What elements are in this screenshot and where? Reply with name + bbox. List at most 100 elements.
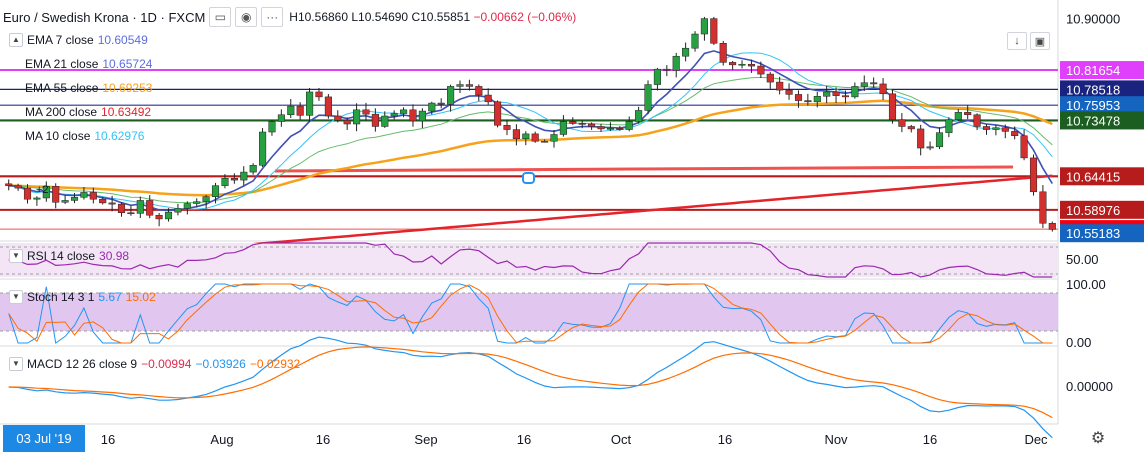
candle [851,86,859,98]
hide-icon[interactable]: ▭ [209,7,232,27]
candle [287,105,295,116]
candle [625,121,633,130]
candle [230,177,238,181]
candle [503,124,511,130]
more-icon[interactable]: ··· [261,7,284,27]
symbol-title[interactable]: Euro / Swedish Krona · 1D · FXCM [3,9,206,25]
candle [973,114,981,127]
candle [644,84,652,111]
rsi-band [0,243,1058,277]
candle [700,18,708,35]
candle [766,73,774,83]
ohlc-values: H10.56860 L10.54690 C10.55851 −0.00662 (… [289,10,576,24]
candles [5,16,1056,232]
fullscreen-icon[interactable]: ▣ [1030,32,1050,50]
candle [5,183,13,186]
candle [747,63,756,67]
candle [456,84,464,87]
time-axis-label: Oct [611,432,632,447]
candle [89,192,97,200]
annotation-label: +2 [36,184,49,196]
macd-legend[interactable]: ▼ MACD 12 26 close 9 −0.00994 −0.03926 −… [9,356,300,372]
rsi-legend[interactable]: ▼ RSI 14 close 30.98 [9,248,129,264]
indicator-legend[interactable]: EMA 55 close 10.69253 [9,80,152,96]
candle [296,105,304,116]
price-axis-badge [1060,167,1144,186]
candle [315,91,323,98]
candle [99,198,107,204]
candle [80,192,88,198]
candle [832,91,840,96]
candle [616,128,624,130]
price-axis-label: 10.58976 [1066,203,1120,218]
stoch-axis-label: 0.00 [1066,335,1091,350]
ema7-line [8,50,1053,212]
candle [653,68,661,85]
candle [494,101,502,126]
macd-line [8,336,1053,439]
candle [183,203,191,209]
stoch-band [0,293,1058,331]
candle [484,94,492,103]
stoch-k-line [8,283,1053,344]
candle [691,33,699,49]
indicator-legend[interactable]: ▲ EMA 7 close 10.60549 [9,32,148,48]
ema21-line [8,76,1053,204]
candle [108,202,116,205]
gear-icon[interactable]: ⚙ [1090,430,1106,447]
time-axis-label: Aug [210,432,233,447]
candle [512,129,520,140]
indicator-legend[interactable]: MA 200 close 10.63492 [9,104,151,120]
candle [672,55,680,71]
candle [475,86,483,96]
price-axis-badge [1060,80,1144,99]
candle [870,82,878,85]
candle [334,115,342,121]
candle [277,114,285,122]
price-axis-badge [1060,224,1144,243]
price-axis-badge [1060,111,1144,130]
eye-icon[interactable]: ◉ [235,7,258,27]
collapse-icon[interactable]: ▼ [9,357,23,371]
collapse-icon[interactable]: ▲ [9,33,23,47]
macd-signal-line [8,346,1053,419]
candle [23,187,32,200]
candle [606,128,614,130]
collapse-icon[interactable]: ▼ [9,290,23,304]
candle [362,109,370,115]
candle [945,119,953,133]
scroll-down-icon[interactable]: ↓ [1007,32,1027,50]
candle [240,171,248,181]
candle [860,82,868,87]
candle [437,102,445,105]
candle [917,128,925,149]
candle [663,68,671,71]
header-bar: Euro / Swedish Krona · 1D · FXCM ▭ ◉ ···… [3,7,576,27]
indicator-legend[interactable]: EMA 21 close 10.65724 [9,56,152,72]
candle [1048,222,1056,230]
candle [823,91,831,97]
candle [898,119,906,127]
candle [888,93,897,120]
time-axis-label: 16 [101,432,115,447]
time-axis-label: 16 [316,432,330,447]
stoch-label: Stoch 14 3 1 [27,290,95,304]
candle [982,126,991,130]
macd-value: −0.03926 [195,357,246,371]
stoch-legend[interactable]: ▼ Stoch 14 3 1 5.67 15.02 [9,289,156,305]
candle [193,201,201,204]
collapse-icon[interactable]: ▼ [9,249,23,263]
candle [531,133,539,142]
ohlc-close: C10.55851 [411,10,471,24]
ohlc-low: L10.54690 [351,10,409,24]
time-axis-label: 16 [718,432,732,447]
candle [907,126,915,130]
date-badge: 03 Jul '19 [3,425,85,452]
time-axis-label: 16 [517,432,531,447]
candle [353,109,361,125]
candle [1020,135,1028,159]
indicator-legend[interactable]: MA 10 close 10.62976 [9,128,144,144]
candle [682,47,690,57]
candle [324,96,332,117]
